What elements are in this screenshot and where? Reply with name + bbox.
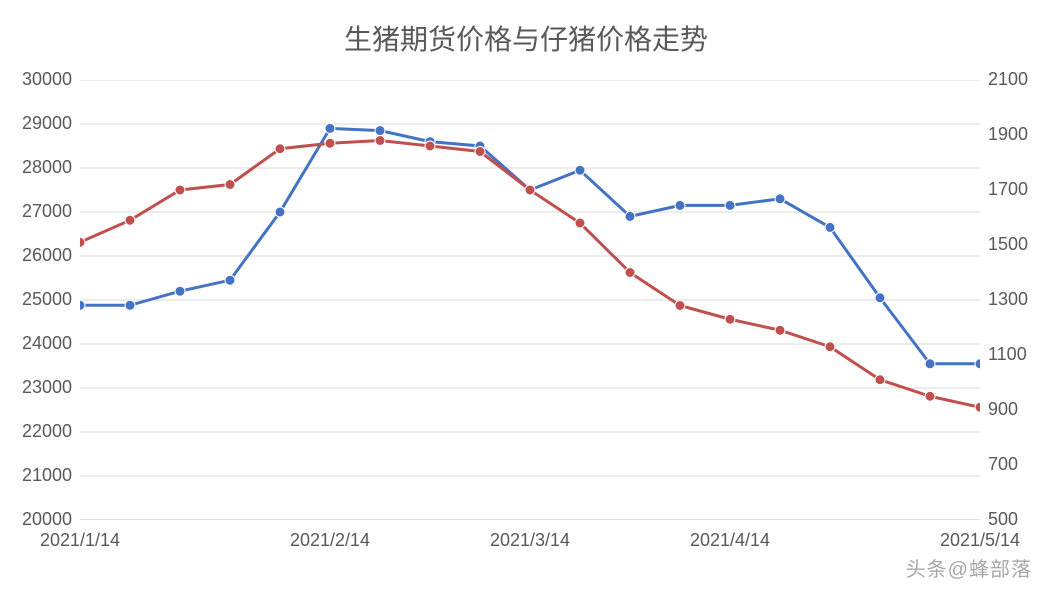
- axis-tick-label: 1900: [988, 124, 1028, 145]
- series-仔猪价格: [80, 136, 980, 413]
- axis-tick-label: 28000: [22, 157, 72, 178]
- axis-tick-label: 1100: [988, 344, 1027, 365]
- axis-tick-label: 900: [988, 399, 1018, 420]
- axis-tick-label: 26000: [22, 245, 72, 266]
- series-生猪期货价格: [80, 123, 980, 368]
- axis-tick-label: 23000: [22, 377, 72, 398]
- axis-tick-label: 29000: [22, 113, 72, 134]
- axis-tick-label: 700: [988, 454, 1018, 475]
- axis-tick-label: 1300: [988, 289, 1028, 310]
- axis-tick-label: 2021/3/14: [490, 530, 570, 551]
- axis-tick-label: 1500: [988, 234, 1028, 255]
- axis-tick-label: 1700: [988, 179, 1028, 200]
- axis-tick-label: 22000: [22, 421, 72, 442]
- axis-tick-label: 2021/5/14: [940, 530, 1020, 551]
- chart-root: 生猪期货价格与仔猪价格走势 20000 21000 22000 23000 24000 2…: [0, 0, 1052, 594]
- axis-tick-label: 30000: [22, 69, 72, 90]
- axis-tick-label: 2100: [988, 69, 1028, 90]
- axis-tick-label: 20000: [22, 509, 72, 530]
- axis-tick-label: 24000: [22, 333, 72, 354]
- axis-tick-label: 500: [988, 509, 1018, 530]
- axis-tick-label: 2021/1/14: [40, 530, 120, 551]
- axis-tick-label: 27000: [22, 201, 72, 222]
- chart-title: 生猪期货价格与仔猪价格走势: [0, 18, 1052, 58]
- plot-area: [80, 80, 980, 520]
- axis-tick-label: 2021/4/14: [690, 530, 770, 551]
- axis-tick-label: 21000: [22, 465, 72, 486]
- axis-tick-label: 2021/2/14: [290, 530, 370, 551]
- watermark: 头条@蜂部落: [906, 553, 1032, 582]
- axis-tick-label: 25000: [22, 289, 72, 310]
